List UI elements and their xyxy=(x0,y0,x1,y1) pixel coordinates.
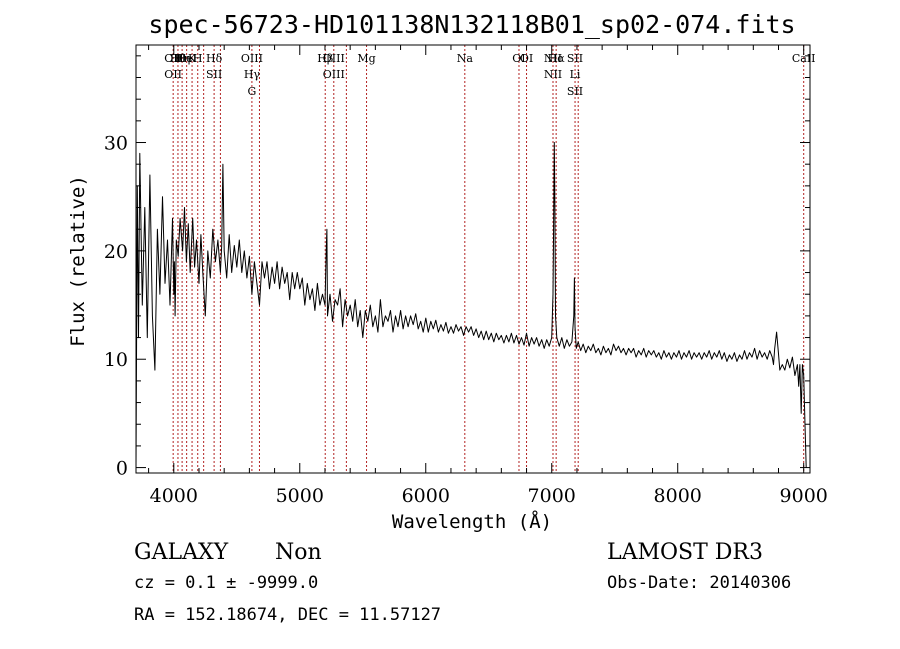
line-marker-label: SII xyxy=(567,52,583,65)
coordinates: RA = 152.18674, DEC = 11.57127 xyxy=(134,605,441,625)
y-tick-label: 30 xyxy=(104,133,128,155)
line-marker-label: OII xyxy=(164,68,182,81)
line-marker-label: NII xyxy=(544,68,562,81)
line-marker-label: SII xyxy=(206,68,222,81)
x-tick-label: 4000 xyxy=(150,485,198,507)
x-tick-label: 6000 xyxy=(402,485,450,507)
line-marker-label: H xyxy=(193,52,203,65)
y-axis-label: Flux (relative) xyxy=(67,175,89,347)
line-marker-label: NII xyxy=(544,52,562,65)
spectrum-series xyxy=(135,142,807,468)
x-axis-label: Wavelength (Å) xyxy=(392,510,552,533)
line-marker-label: OI xyxy=(520,52,533,65)
line-marker-label: OIII xyxy=(323,68,345,81)
object-subclass: Non xyxy=(275,540,322,565)
spectral-line-markers xyxy=(172,45,805,473)
line-marker-label: Hθ xyxy=(170,52,187,65)
x-tick-label: 7000 xyxy=(528,485,576,507)
plot-frame xyxy=(135,44,811,474)
x-tick-label: 8000 xyxy=(654,485,702,507)
y-axis-ticks: 0 10 20 30 xyxy=(104,55,810,480)
spectrum-info: GALAXY Non LAMOST DR3 cz = 0.1 ± -9999.0… xyxy=(134,540,791,625)
line-marker-label: Hα xyxy=(548,52,566,65)
line-marker-label: OII xyxy=(164,52,182,65)
line-marker-label: G xyxy=(248,85,257,98)
chart-title: spec-56723-HD101138N132118B01_sp02-074.f… xyxy=(148,10,795,39)
line-marker-label: Hβ xyxy=(317,52,333,65)
line-marker-label: Hη xyxy=(174,52,190,65)
y-tick-label: 20 xyxy=(104,241,128,263)
line-marker-label: OIII xyxy=(323,52,345,65)
y-tick-label: 0 xyxy=(116,458,128,480)
observation-date: Obs-Date: 20140306 xyxy=(607,573,791,593)
x-tick-label: 5000 xyxy=(276,485,324,507)
object-class: GALAXY xyxy=(134,540,229,565)
x-axis-ticks: 4000 5000 6000 7000 8000 9000 xyxy=(148,45,828,507)
line-marker-label: Hδ xyxy=(206,52,223,65)
line-marker-label: Hγ xyxy=(244,68,261,81)
y-tick-label: 10 xyxy=(104,349,128,371)
line-marker-label: Na xyxy=(457,52,474,65)
line-marker-label: Li xyxy=(570,68,581,81)
survey-name: LAMOST DR3 xyxy=(607,540,763,565)
line-marker-label: SII xyxy=(567,85,583,98)
line-marker-label: OI xyxy=(512,52,525,65)
x-tick-label: 9000 xyxy=(780,485,828,507)
spectrum-line xyxy=(135,142,807,468)
line-marker-label: K xyxy=(188,52,197,65)
line-marker-label: OIII xyxy=(241,52,263,65)
redshift-cz: cz = 0.1 ± -9999.0 xyxy=(134,573,318,593)
line-marker-label: Mg xyxy=(357,52,375,65)
line-marker-label: HeI xyxy=(176,52,196,65)
